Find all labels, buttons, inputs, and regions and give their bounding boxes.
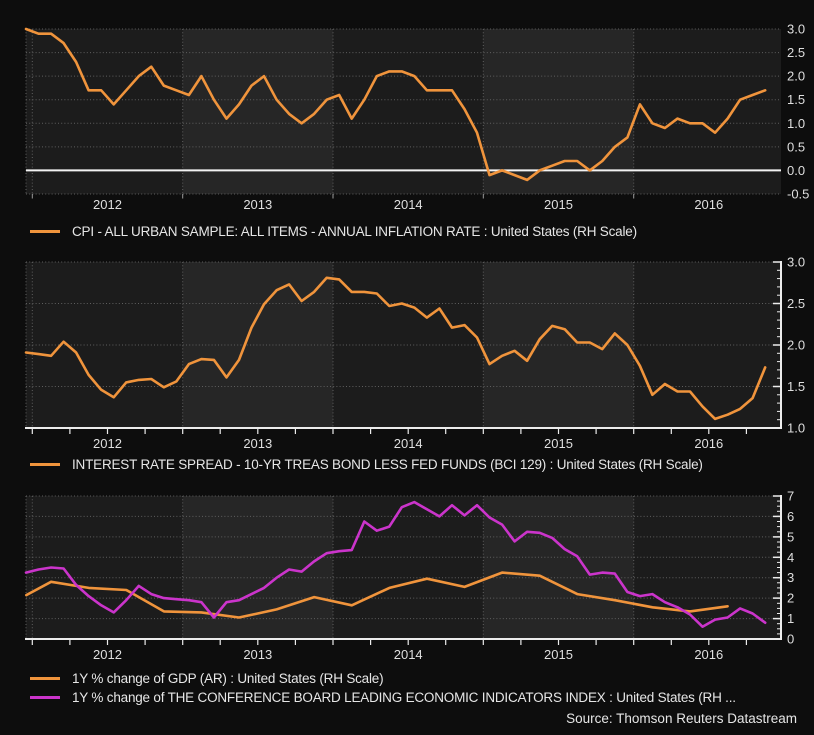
year-shade-band [483,496,634,639]
x-axis-year-label: 2015 [544,197,573,212]
legend-line-sample-lei [30,695,60,699]
x-axis-year-label: 2012 [93,197,122,212]
y-axis-label: 1 [787,611,794,626]
y-axis-label: 2.0 [787,69,805,84]
x-axis-year-label: 2014 [394,647,423,662]
plot-background [26,262,781,428]
x-axis-year-label: 2015 [544,647,573,662]
y-axis-label: 3.0 [787,255,805,270]
x-axis-year-label: 2013 [243,647,272,662]
chart2-legend: INTEREST RATE SPREAD - 10-YR TREAS BOND … [30,455,703,473]
y-axis-label: 1.0 [787,116,805,131]
year-shade-band [483,29,634,194]
plot-background [26,29,781,194]
x-axis-year-label: 2016 [694,647,723,662]
chart-2: 3.0 2.5 2.0 1.5 1.0 2012 2013 2014 2015 2016 [24,255,805,451]
y-axis-label: 4 [787,550,794,565]
x-axis-year-label: 2013 [243,436,272,451]
legend-label-gdp: 1Y % change of GDP (AR) : United States … [72,670,384,686]
y-axis-label: -0.5 [787,187,809,202]
y-axis-label: 2.5 [787,45,805,60]
y-axis-label: 3 [787,570,794,585]
chart3-legend-gdp: 1Y % change of GDP (AR) : United States … [30,669,384,687]
year-shade-band [182,496,333,639]
legend-label-spread: INTEREST RATE SPREAD - 10-YR TREAS BOND … [72,456,703,472]
x-axis-year-label: 2014 [394,436,423,451]
series-line-2-1 [24,276,767,421]
x-axis-year-label: 2012 [93,436,122,451]
y-axis-label: 6 [787,509,794,524]
x-axis-year-label: 2015 [544,436,573,451]
year-shade-band [182,29,333,194]
year-shade-band [483,262,634,428]
legend-label-lei: 1Y % change of THE CONFERENCE BOARD LEAD… [72,689,736,705]
source-credit: Source: Thomson Reuters Datastream [566,711,797,726]
y-axis-label: 0.0 [787,163,805,178]
x-axis-year-label: 2012 [93,647,122,662]
plot-background [26,496,781,639]
series-line-3-2 [24,500,767,629]
y-axis-label: 0 [787,632,794,647]
x-axis-year-label: 2014 [394,197,423,212]
y-axis-label: 1.0 [787,421,805,436]
y-axis-label: 3.0 [787,22,805,37]
y-axis-label: 1.5 [787,379,805,394]
y-axis-label: 2.5 [787,296,805,311]
chart3-legend-lei: 1Y % change of THE CONFERENCE BOARD LEAD… [30,688,736,706]
y-axis-label: 0.5 [787,139,805,154]
legend-line-sample-spread [30,462,60,466]
y-axis-label: 5 [787,529,794,544]
x-axis-year-label: 2016 [694,436,723,451]
chart1-legend: CPI - ALL URBAN SAMPLE: ALL ITEMS - ANNU… [30,222,637,240]
x-axis-year-label: 2016 [694,197,723,212]
series-line-1-1 [24,27,767,182]
legend-line-sample-gdp [30,676,60,680]
y-axis-label: 7 [787,489,794,504]
chart-3: 7 6 5 4 3 2 1 0 2012 2013 2014 2015 2016 [24,489,794,662]
legend-label-cpi: CPI - ALL URBAN SAMPLE: ALL ITEMS - ANNU… [72,223,637,239]
y-axis-label: 1.5 [787,92,805,107]
y-axis-label: 2.0 [787,338,805,353]
x-axis-year-label: 2013 [243,197,272,212]
y-axis-label: 2 [787,591,794,606]
chart-1: 3.0 2.5 2.0 1.5 1.0 0.5 0.0 -0.5 2012 2013 2014 201… [24,22,809,212]
legend-line-sample-cpi [30,229,60,233]
